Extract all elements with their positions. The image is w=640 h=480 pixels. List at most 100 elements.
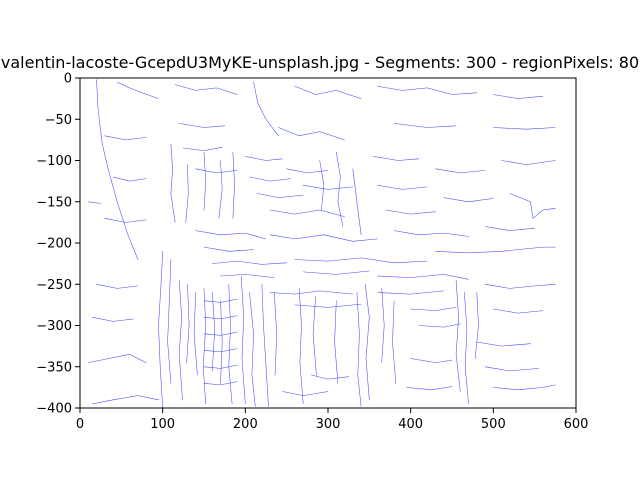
segment-line	[381, 288, 385, 363]
segment-line	[178, 123, 225, 128]
segment-line	[464, 292, 469, 405]
segment-line	[294, 257, 428, 264]
segment-line	[377, 185, 428, 190]
segment-line	[298, 288, 304, 405]
segment-line	[484, 226, 535, 231]
segment-line	[294, 86, 362, 99]
segment-line	[493, 94, 544, 99]
segment-line	[253, 81, 279, 137]
segment-lines	[88, 79, 556, 409]
segment-line	[377, 86, 478, 95]
segment-line	[174, 84, 238, 95]
x-tick-label: 500	[481, 417, 506, 432]
segment-line	[269, 290, 354, 295]
x-tick-label: 300	[316, 417, 341, 432]
segment-line	[218, 160, 223, 219]
segment-line	[334, 300, 339, 384]
segment-line	[193, 292, 198, 376]
segment-line	[418, 323, 461, 328]
segment-line	[377, 290, 444, 295]
y-tick-label: −250	[36, 278, 72, 293]
y-tick-label: −300	[36, 319, 72, 334]
segment-line	[282, 391, 329, 396]
segment-line	[455, 279, 461, 392]
segment-line	[261, 284, 269, 407]
x-tick-label: 200	[233, 417, 258, 432]
segment-line	[319, 160, 325, 211]
chart-title: valentin-lacoste-GcepdU3MyKE-unsplash.jp…	[1, 53, 639, 72]
segment-line	[185, 164, 189, 223]
segment-line	[203, 331, 238, 336]
segment-line	[96, 79, 139, 260]
y-tick-label: −50	[45, 113, 72, 128]
segment-line	[410, 358, 453, 363]
segment-line	[278, 127, 345, 141]
segment-line	[183, 147, 223, 151]
segment-line	[484, 366, 540, 372]
segment-line	[249, 176, 292, 182]
segment-line	[203, 364, 238, 369]
segment-line	[170, 143, 176, 223]
segment-line	[212, 260, 287, 265]
segment-line	[302, 270, 370, 275]
segment-line	[474, 292, 479, 359]
segment-line	[274, 292, 277, 376]
segment-line	[257, 193, 304, 198]
segment-line	[385, 209, 436, 215]
segment-line	[435, 246, 556, 254]
segment-line	[493, 308, 544, 314]
segment-line	[509, 193, 556, 219]
segment-line	[212, 292, 215, 372]
segment-line	[195, 230, 267, 240]
segment-line	[249, 292, 256, 407]
segment-line	[476, 341, 531, 347]
segment-line	[245, 156, 283, 161]
segment-line	[393, 230, 469, 237]
segment-line	[286, 168, 329, 174]
segment-line	[92, 317, 134, 322]
x-tick-label: 400	[398, 417, 423, 432]
segment-line	[232, 152, 235, 219]
segment-line	[203, 246, 254, 252]
segment-line	[158, 251, 163, 409]
segment-line	[104, 218, 147, 223]
segment-line	[352, 168, 362, 236]
y-tick-label: −150	[36, 195, 72, 210]
segment-line	[203, 298, 238, 303]
y-tick-label: −200	[36, 237, 72, 252]
y-tick-label: 0	[64, 72, 72, 87]
segment-line	[393, 123, 457, 128]
segment-line	[364, 284, 370, 401]
segment-line	[195, 168, 238, 174]
segment-line	[484, 284, 556, 289]
segment-line	[178, 279, 183, 401]
segment-line	[311, 374, 349, 380]
segment-line	[88, 201, 101, 204]
x-tick-label: 100	[150, 417, 175, 432]
segment-line	[501, 160, 556, 165]
segment-line	[203, 381, 238, 386]
segment-line	[269, 234, 378, 242]
segment-line	[435, 168, 486, 174]
segment-line	[377, 274, 469, 280]
segment-line	[240, 275, 246, 405]
segment-line	[220, 274, 275, 278]
y-tick-label: −100	[36, 154, 72, 169]
x-tick-label: 0	[76, 417, 84, 432]
segment-line	[203, 152, 206, 211]
y-axis: 0 −50 −100 −150 −200 −250 −300 −350 −400	[36, 72, 80, 417]
segment-line	[228, 284, 233, 405]
segment-line	[302, 185, 354, 190]
segment-line	[336, 152, 344, 227]
segment-line	[96, 284, 139, 289]
segment-line	[269, 209, 345, 217]
segment-line	[373, 156, 420, 161]
segment-line	[356, 292, 362, 407]
axes-frame	[79, 77, 577, 409]
segment-line	[294, 303, 362, 308]
segment-line	[410, 307, 457, 311]
y-tick-label: −400	[36, 402, 72, 417]
segment-line	[443, 197, 494, 203]
segment-line	[203, 315, 238, 320]
